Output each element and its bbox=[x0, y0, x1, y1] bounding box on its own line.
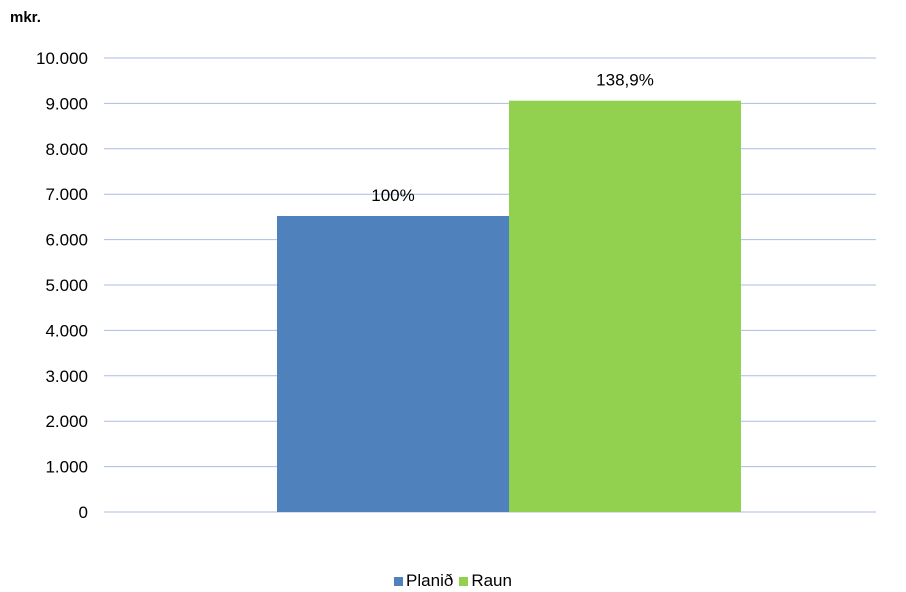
y-tick-label: 2.000 bbox=[45, 412, 88, 431]
bar-raun bbox=[509, 100, 741, 513]
legend: Planið Raun bbox=[0, 571, 906, 591]
legend-label-raun: Raun bbox=[471, 571, 512, 590]
y-axis-ticks: 0 1.000 2.000 3.000 4.000 5.000 6.000 7.000 8.00… bbox=[36, 49, 88, 522]
data-labels: 100% 138,9% bbox=[371, 71, 654, 205]
y-tick-label: 3.000 bbox=[45, 367, 88, 386]
bar-planid bbox=[277, 215, 509, 512]
y-axis-unit-label: mkr. bbox=[10, 9, 41, 26]
y-tick-label: 8.000 bbox=[45, 140, 88, 159]
y-tick-label: 9.000 bbox=[45, 94, 88, 113]
y-tick-label: 1.000 bbox=[45, 458, 88, 477]
data-label-raun: 138,9% bbox=[596, 71, 654, 90]
y-tick-label: 0 bbox=[79, 503, 88, 522]
legend-label-planid: Planið bbox=[406, 571, 454, 590]
bar-chart: 0 1.000 2.000 3.000 4.000 5.000 6.000 7.000 8.00… bbox=[36, 49, 876, 522]
y-tick-label: 7.000 bbox=[45, 185, 88, 204]
legend-item-planid: Planið bbox=[394, 571, 453, 591]
y-tick-label: 6.000 bbox=[45, 231, 88, 250]
data-label-planid: 100% bbox=[371, 186, 414, 205]
legend-swatch-raun bbox=[459, 576, 469, 586]
y-tick-label: 5.000 bbox=[45, 276, 88, 295]
legend-swatch-planid bbox=[394, 576, 404, 586]
y-tick-label: 4.000 bbox=[45, 321, 88, 340]
y-tick-label: 10.000 bbox=[36, 49, 88, 68]
legend-item-raun: Raun bbox=[459, 571, 512, 591]
bars bbox=[277, 100, 741, 513]
